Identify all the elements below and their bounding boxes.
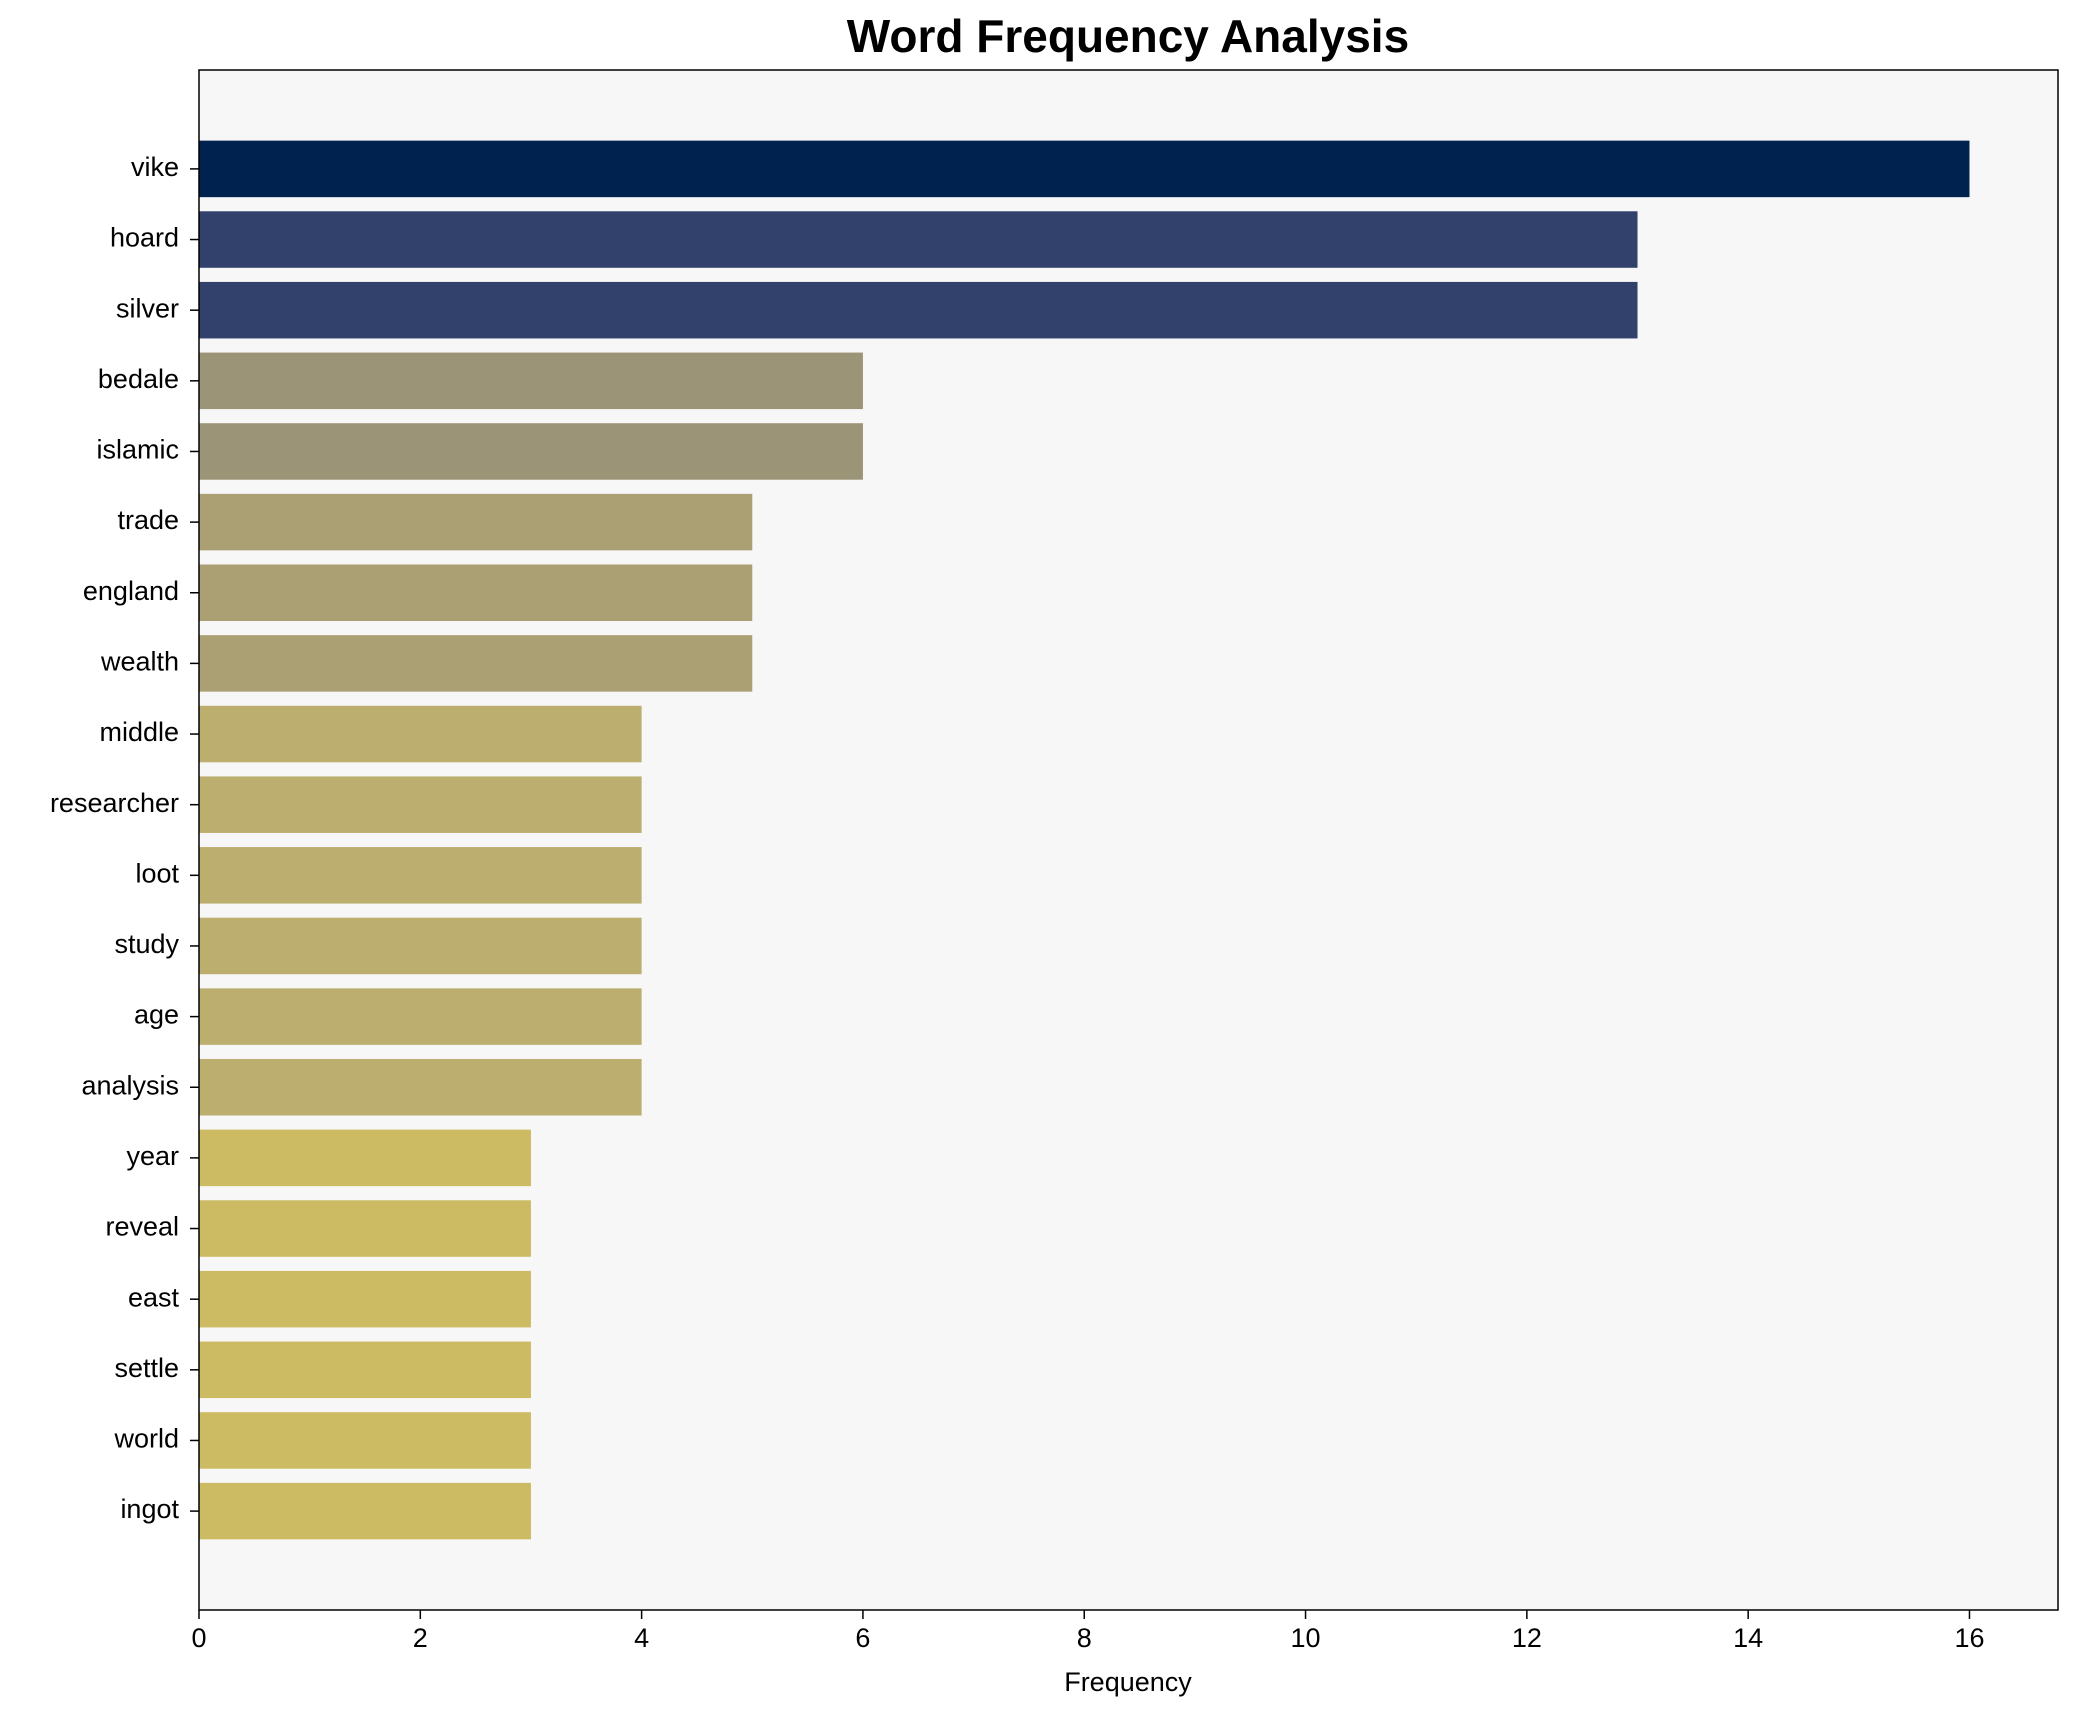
y-tick-label: vike	[131, 152, 179, 182]
bar	[199, 564, 753, 622]
x-tick-label: 10	[1291, 1623, 1321, 1653]
x-tick-label: 16	[1954, 1623, 1984, 1653]
y-tick-label: trade	[117, 505, 179, 535]
x-tick-label: 8	[1077, 1623, 1092, 1653]
bar	[199, 988, 642, 1045]
bar	[199, 1412, 531, 1469]
bar	[199, 1058, 642, 1116]
x-tick-label: 14	[1733, 1623, 1763, 1653]
y-tick-label: world	[113, 1424, 179, 1454]
bar	[199, 847, 642, 904]
bar	[199, 211, 1638, 268]
y-tick-label: wealth	[100, 647, 179, 677]
bar	[199, 281, 1638, 339]
y-tick-label: east	[128, 1282, 180, 1312]
bar	[199, 776, 642, 833]
bar	[199, 635, 753, 692]
x-tick-label: 6	[855, 1623, 870, 1653]
bar	[199, 1129, 531, 1187]
y-tick-label: england	[83, 576, 179, 606]
bar	[199, 493, 753, 551]
chart-title: Word Frequency Analysis	[847, 10, 1409, 62]
bar	[199, 140, 1970, 198]
y-tick-label: reveal	[105, 1212, 179, 1242]
y-tick-label: islamic	[96, 435, 179, 465]
x-tick-label: 12	[1512, 1623, 1542, 1653]
x-tick-label: 2	[413, 1623, 428, 1653]
bar	[199, 1482, 531, 1540]
y-tick-label: hoard	[110, 223, 179, 253]
bar	[199, 423, 863, 480]
y-tick-label: middle	[99, 717, 179, 747]
x-tick-label: 0	[191, 1623, 206, 1653]
y-tick-label: study	[114, 929, 179, 959]
bar	[199, 1270, 531, 1328]
y-tick-label: age	[134, 1000, 179, 1030]
x-axis-label: Frequency	[1064, 1667, 1192, 1697]
y-tick-label: researcher	[50, 788, 179, 818]
x-tick-label: 4	[634, 1623, 649, 1653]
y-tick-label: loot	[135, 858, 179, 888]
y-tick-label: year	[126, 1141, 179, 1171]
y-tick-label: bedale	[98, 364, 179, 394]
y-tick-label: analysis	[81, 1070, 179, 1100]
bar	[199, 1200, 531, 1257]
bar	[199, 1341, 531, 1399]
bar	[199, 352, 863, 410]
y-tick-label: settle	[114, 1353, 179, 1383]
plot-frame	[198, 69, 2059, 1611]
y-tick-label: ingot	[120, 1494, 179, 1524]
bar	[199, 917, 642, 975]
y-tick-label: silver	[116, 293, 179, 323]
bar	[199, 705, 642, 763]
